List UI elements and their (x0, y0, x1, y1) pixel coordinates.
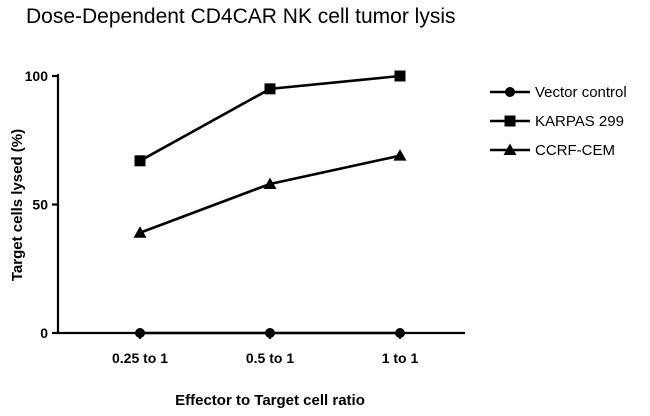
series-group (133, 70, 407, 338)
data-point (263, 177, 277, 189)
x-tick-label: 1 to 1 (382, 350, 419, 366)
y-tick-label: 100 (25, 68, 49, 84)
data-point (133, 226, 147, 238)
x-tick-label: 0.25 to 1 (112, 350, 168, 366)
data-point (395, 328, 405, 338)
data-point (135, 328, 145, 338)
legend-item: CCRF-CEM (490, 142, 615, 159)
series-triangle (133, 149, 407, 238)
legend-label: KARPAS 299 (535, 113, 624, 130)
data-point (394, 70, 406, 82)
legend-marker-square (504, 115, 516, 127)
x-tick-label: 0.5 to 1 (246, 350, 294, 366)
x-axis-label: Effector to Target cell ratio (175, 392, 365, 409)
legend-label: Vector control (535, 84, 627, 101)
series-circle (135, 328, 405, 338)
data-point (393, 149, 407, 161)
legend-item: KARPAS 299 (490, 113, 624, 130)
data-point (264, 83, 276, 95)
legend-item: Vector control (490, 84, 627, 101)
legend-marker-circle (505, 87, 515, 97)
chart-title: Dose-Dependent CD4CAR NK cell tumor lysi… (26, 5, 456, 28)
axes: 0 50 100 0.25 to 1 0.5 to 1 1 to 1 (25, 68, 465, 366)
y-tick-label: 50 (32, 197, 48, 213)
series-square (134, 70, 406, 167)
series-line (139, 154, 401, 234)
legend-label: CCRF-CEM (535, 142, 615, 159)
y-tick-label: 0 (40, 325, 48, 341)
data-point (134, 155, 146, 167)
legend-marker-triangle (503, 143, 517, 155)
data-point (265, 328, 275, 338)
y-axis-label: Target cells lysed (%) (9, 129, 26, 281)
legend: Vector control KARPAS 299 CCRF-CEM (490, 84, 627, 159)
